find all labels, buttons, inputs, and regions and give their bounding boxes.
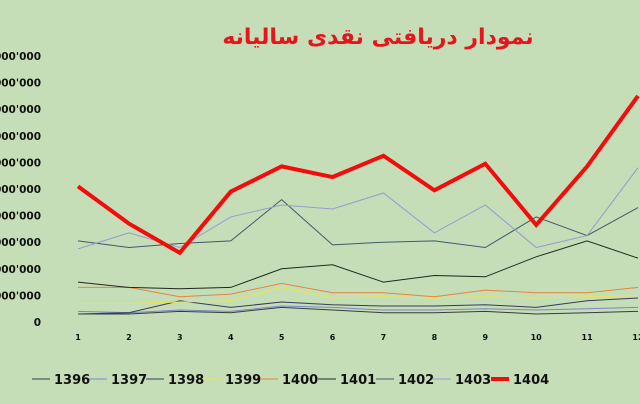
x-tick-label: 7 — [381, 333, 387, 342]
legend-label-1399: 1399 — [225, 373, 261, 388]
legend-label-1404: 1404 — [513, 373, 549, 388]
legend-label-1398: 1398 — [168, 373, 204, 388]
x-tick-label: 11 — [582, 333, 594, 342]
x-tick-label: 10 — [531, 333, 543, 342]
x-tick-label: 2 — [126, 333, 132, 342]
series-line-1401 — [77, 240, 639, 290]
series-line-1400 — [78, 282, 639, 298]
legend-label-1403: 1403 — [455, 373, 491, 388]
y-tick-label: '000'000 — [0, 131, 41, 143]
x-tick-label: 12 — [632, 333, 640, 342]
legend-label-1396: 1396 — [54, 373, 90, 388]
series-line-1402 — [77, 198, 639, 249]
y-tick-label: '000'000 — [0, 184, 41, 196]
x-axis-ticks: 123456789101112 — [75, 333, 640, 342]
y-tick-label: '000'000 — [0, 78, 41, 90]
y-tick-label: '000'000 — [0, 157, 41, 169]
series-lines — [76, 94, 640, 315]
legend: 1396 1397 1398 1399 1400 1401 1402 1403 1404 — [32, 373, 549, 388]
x-tick-label: 4 — [228, 333, 234, 342]
legend-label-1400: 1400 — [282, 373, 318, 388]
y-tick-label: '000'000 — [0, 51, 41, 63]
x-tick-label: 1 — [75, 333, 81, 342]
x-tick-label: 6 — [330, 333, 336, 342]
legend-label-1397: 1397 — [111, 373, 147, 388]
series-line-1403 — [77, 167, 639, 250]
series-line-1399 — [78, 286, 639, 304]
x-tick-label: 3 — [177, 333, 183, 342]
x-tick-label: 9 — [482, 333, 488, 342]
y-tick-label: '000'000 — [0, 104, 41, 116]
x-tick-label: 5 — [279, 333, 285, 342]
y-tick-label: 0 — [34, 317, 41, 329]
series-line-1396 — [78, 306, 639, 315]
series-line-1404 — [76, 94, 640, 256]
y-axis-ticks: 0 '000'000 '000'000 '000'000 '000'000 '000'00… — [0, 51, 41, 329]
x-tick-label: 8 — [432, 333, 438, 342]
y-tick-label: '000'000 — [0, 211, 41, 223]
y-tick-label: '000'000 — [0, 290, 41, 302]
chart-title: نمودار دریافتی نقدی سالیانه — [222, 25, 533, 50]
y-tick-label: '000'000 — [0, 264, 41, 276]
legend-label-1401: 1401 — [340, 373, 376, 388]
y-tick-label: '000'000 — [0, 237, 41, 249]
legend-label-1402: 1402 — [398, 373, 434, 388]
series-line-1397 — [77, 305, 639, 314]
